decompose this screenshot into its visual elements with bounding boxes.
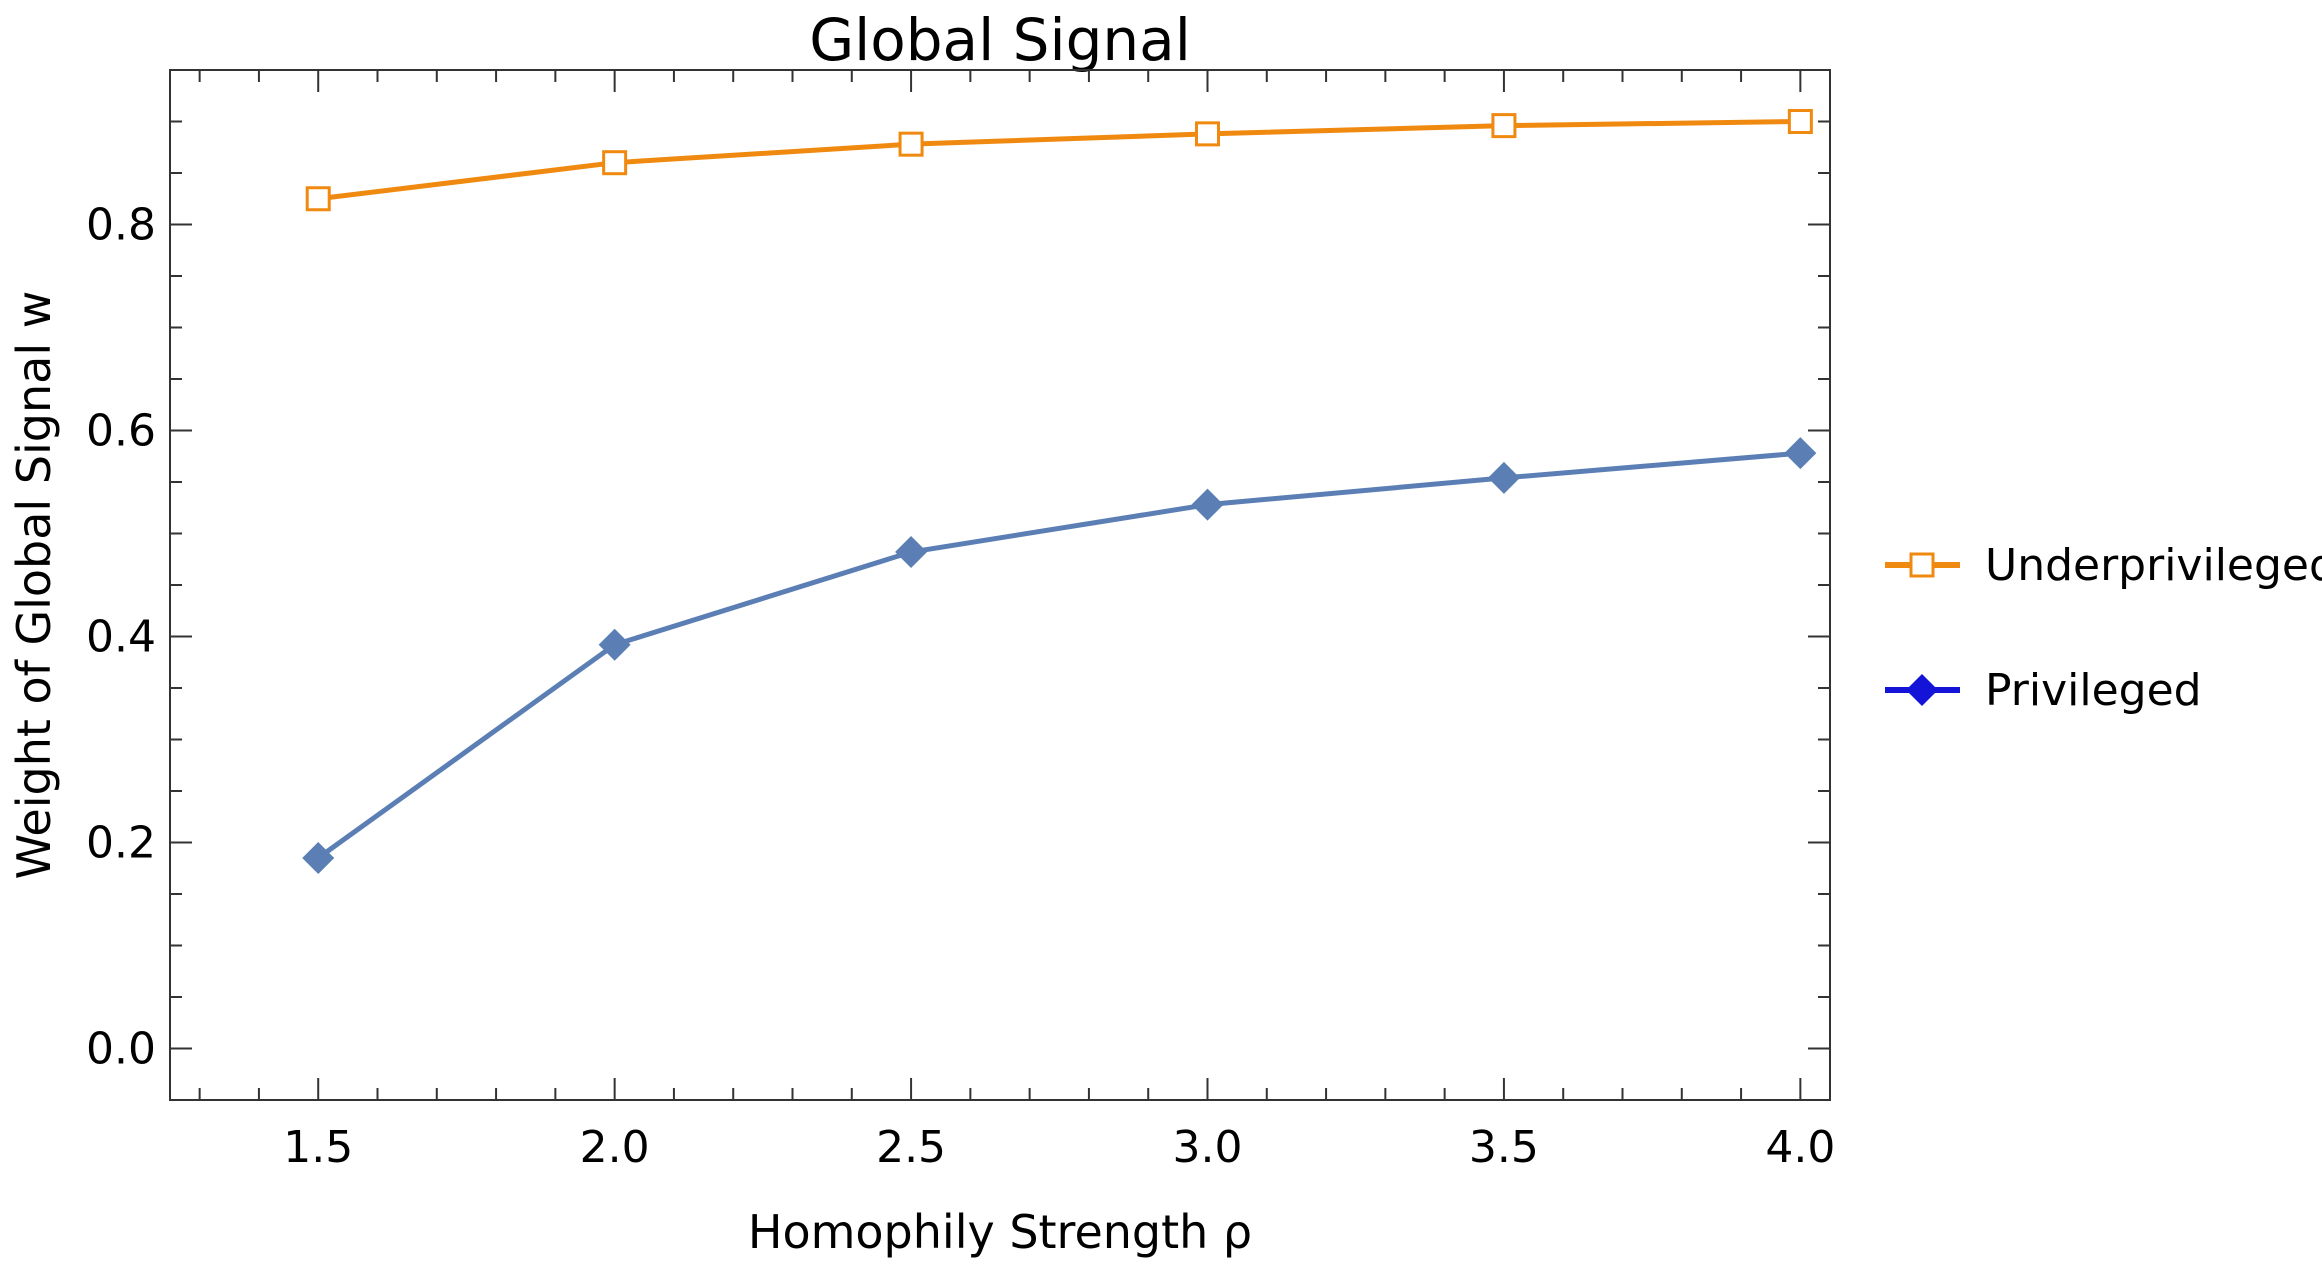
y-tick-label: 0.2 <box>86 818 156 869</box>
x-tick-label: 3.0 <box>1173 1122 1243 1173</box>
data-point <box>305 186 331 212</box>
data-point <box>1487 461 1520 494</box>
x-axis-label: Homophily Strength ρ <box>748 1205 1252 1259</box>
series-line <box>317 119 1801 202</box>
series-underprivileged <box>305 109 1813 212</box>
plot-frame <box>169 69 1831 1101</box>
series-privileged <box>302 437 1817 874</box>
x-tick-label: 3.5 <box>1469 1122 1539 1173</box>
series-line <box>316 450 1801 860</box>
series-layer <box>302 109 1817 874</box>
y-axis: 0.0 0.2 0.4 0.6 0.8 <box>86 120 1830 1101</box>
data-point <box>1787 109 1813 134</box>
legend-label: Privileged <box>1985 665 2202 716</box>
legend-item: Underprivileged <box>1885 540 2322 591</box>
y-axis-label: Weight of Global Signal w <box>7 291 61 880</box>
x-tick-label: 2.5 <box>876 1122 946 1173</box>
data-point <box>1491 113 1517 139</box>
legend-label: Underprivileged <box>1985 540 2322 591</box>
data-point <box>1195 121 1220 147</box>
chart-title: Global Signal <box>809 6 1191 74</box>
data-point <box>302 841 335 874</box>
x-axis: 1.5 2.0 2.5 3.0 3.5 4.0 <box>198 70 1835 1173</box>
legend-item: Privileged <box>1885 665 2202 716</box>
legend-marker <box>1906 674 1938 706</box>
x-tick-label: 2.0 <box>580 1122 650 1173</box>
data-point <box>898 131 924 157</box>
y-tick-label: 0.8 <box>86 200 156 251</box>
x-tick-label: 4.0 <box>1765 1122 1835 1173</box>
legend: Underprivileged Privileged <box>1885 540 2322 716</box>
data-point <box>895 536 928 569</box>
y-tick-label: 0.6 <box>86 406 156 457</box>
data-point <box>602 150 628 176</box>
y-tick-label: 0.0 <box>86 1024 156 1075</box>
legend-marker <box>1909 552 1935 578</box>
data-point <box>1191 488 1224 521</box>
y-tick-label: 0.4 <box>86 612 156 663</box>
data-point <box>598 628 631 661</box>
data-point <box>1784 437 1817 470</box>
x-tick-label: 1.5 <box>283 1122 353 1173</box>
